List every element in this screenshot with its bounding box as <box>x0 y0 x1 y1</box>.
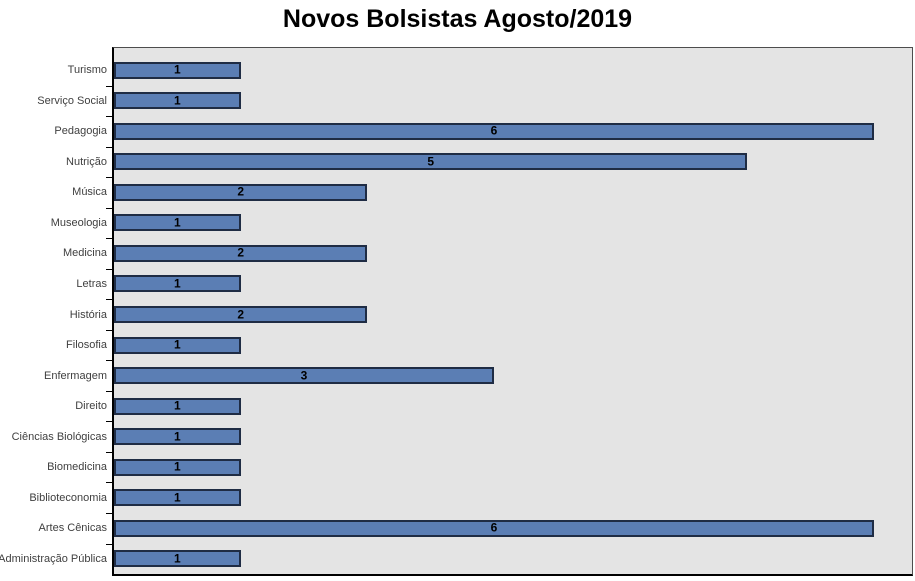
category-label: Museologia <box>50 216 107 229</box>
value-label: 1 <box>173 459 181 474</box>
value-label: 1 <box>173 490 181 505</box>
bar-rows: Turismo 1 Serviço Social 1 Pedagogia 6 Nutriçã… <box>0 55 912 575</box>
bar-row: Turismo 1 <box>68 55 912 87</box>
bar: 5 <box>114 153 748 171</box>
value-label: 5 <box>427 154 434 169</box>
category-label: Turismo <box>67 64 107 77</box>
category-label: Administração Pública <box>0 552 107 565</box>
category-axis-tick <box>106 421 112 423</box>
category-axis-tick <box>106 116 112 118</box>
category-label: Artes Cênicas <box>38 522 107 535</box>
bar: 2 <box>114 244 368 262</box>
category-label: Letras <box>76 277 107 290</box>
category-axis-tick <box>106 390 112 392</box>
bar-row: Biomedicina 1 <box>47 452 912 484</box>
category-label: Biomedicina <box>47 461 107 474</box>
bar-row: Pedagogia 6 <box>54 116 912 148</box>
bar-row: Serviço Social 1 <box>37 86 912 118</box>
category-label: Filosofia <box>66 339 107 352</box>
chart-title: Novos Bolsistas Agosto/2019 <box>282 5 633 33</box>
category-label: Música <box>72 186 107 199</box>
bar: 1 <box>114 489 241 507</box>
category-axis-tick <box>106 268 112 270</box>
bar-row: Museologia 1 <box>51 208 912 240</box>
category-label: Pedagogia <box>54 125 107 138</box>
bar-row: Biblioteconomia 1 <box>29 482 912 514</box>
category-axis-tick <box>106 360 112 362</box>
bar-row: Artes Cênicas 6 <box>39 513 912 545</box>
category-axis-tick <box>106 329 112 331</box>
value-label: 1 <box>173 276 181 291</box>
category-label: Nutrição <box>66 155 107 168</box>
value-label: 1 <box>173 215 181 230</box>
category-axis-tick <box>106 146 112 148</box>
bar: 3 <box>114 367 494 385</box>
category-axis-tick <box>106 451 112 453</box>
bar: 1 <box>114 61 241 79</box>
bar-row: Filosofia 1 <box>66 330 912 362</box>
category-label: História <box>69 308 107 321</box>
category-axis-tick <box>106 177 112 179</box>
category-axis-tick <box>106 543 112 545</box>
value-label: 6 <box>490 123 498 138</box>
bar-row: Medicina 2 <box>63 238 912 270</box>
bar-row: Música 2 <box>72 177 912 209</box>
value-label: 3 <box>300 368 308 383</box>
bar-row: Ciências Biológicas 1 <box>12 421 912 453</box>
category-label: Enfermagem <box>44 369 107 382</box>
bar-row: História 2 <box>70 299 912 331</box>
category-label: Serviço Social <box>37 94 107 107</box>
bar: 1 <box>114 550 241 568</box>
category-axis-tick <box>106 299 112 301</box>
plot-area: Turismo 1 Serviço Social 1 Pedagogia 6 Nutriçã… <box>0 47 913 576</box>
bar: 1 <box>114 397 241 415</box>
bar: 2 <box>114 306 368 324</box>
bar-row: Letras 1 <box>76 269 912 301</box>
bar: 1 <box>114 92 241 110</box>
category-axis-tick <box>106 238 112 240</box>
category-label: Direito <box>75 400 107 413</box>
bar: 6 <box>114 122 874 140</box>
category-axis-tick <box>106 512 112 514</box>
bar-row: Nutrição 5 <box>66 147 912 179</box>
bar: 1 <box>114 458 241 476</box>
category-label: Ciências Biológicas <box>11 430 107 443</box>
value-label: 1 <box>173 93 181 108</box>
bar: 2 <box>114 183 368 201</box>
value-label: 2 <box>237 184 244 199</box>
category-label: Medicina <box>62 247 107 260</box>
value-label: 6 <box>490 520 498 535</box>
value-label: 1 <box>173 337 181 352</box>
value-label: 1 <box>173 398 181 413</box>
bar-row: Administração Pública 1 <box>0 544 912 575</box>
category-axis-tick <box>106 482 112 484</box>
bar: 1 <box>114 428 241 446</box>
bar: 1 <box>114 275 241 293</box>
bar-row: Direito 1 <box>75 391 912 423</box>
category-axis-tick <box>106 207 112 209</box>
value-label: 1 <box>173 62 181 77</box>
bar: 1 <box>114 336 241 354</box>
value-label: 2 <box>237 245 244 260</box>
bar-row: Enfermagem 3 <box>44 360 912 392</box>
category-axis-tick <box>106 85 112 87</box>
value-label: 1 <box>173 429 181 444</box>
bar: 6 <box>114 519 874 537</box>
value-label: 1 <box>173 551 181 566</box>
category-label: Biblioteconomia <box>29 491 107 504</box>
bar: 1 <box>114 214 241 232</box>
value-label: 2 <box>237 307 244 322</box>
